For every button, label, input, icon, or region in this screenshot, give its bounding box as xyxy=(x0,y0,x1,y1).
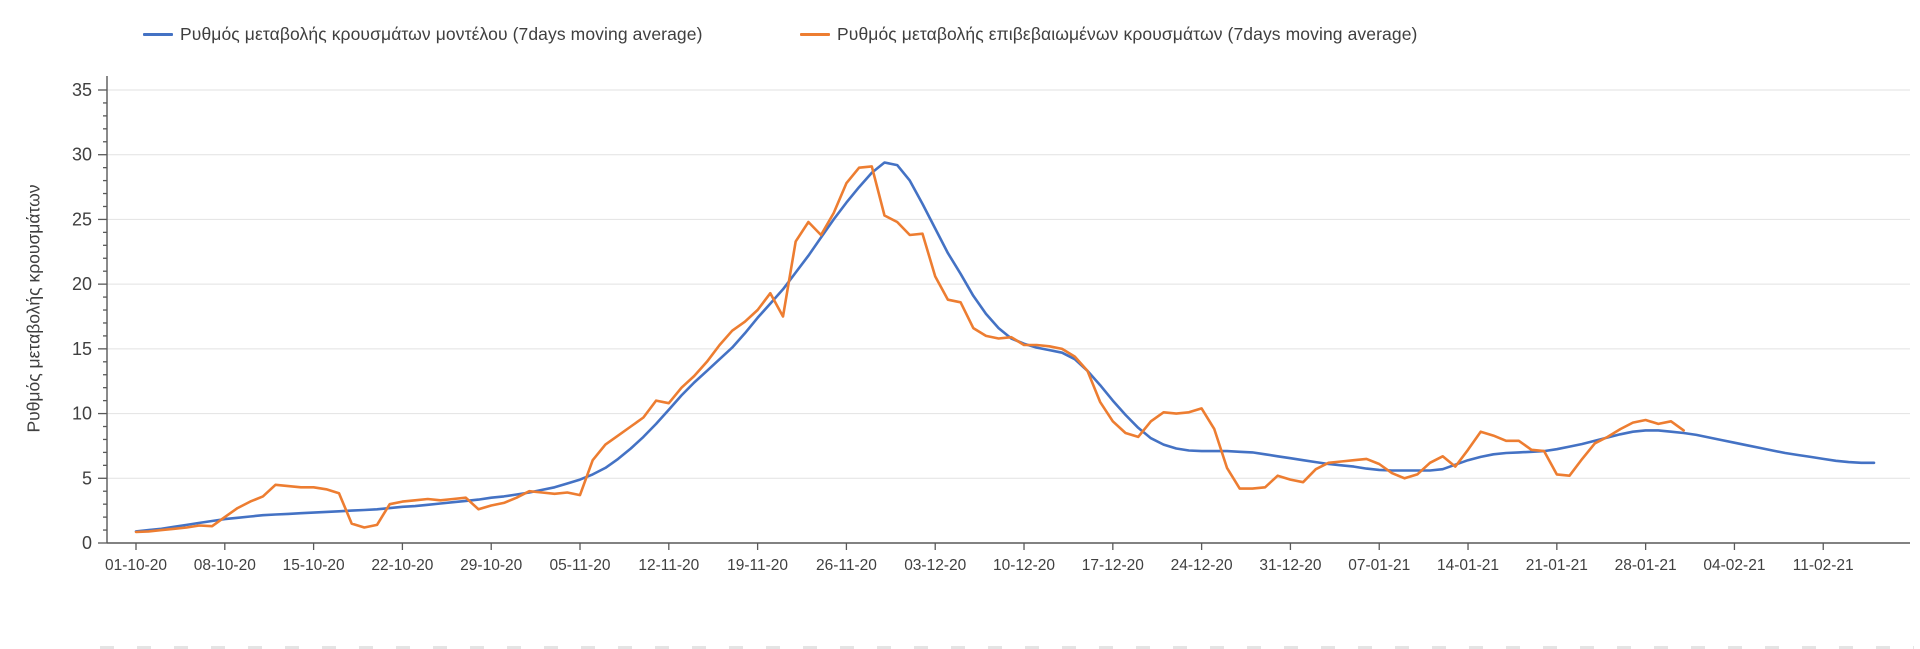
svg-text:20: 20 xyxy=(72,274,92,294)
chart-legend: Ρυθμός μεταβολής κρουσμάτων μοντέλου (7d… xyxy=(0,22,1920,46)
legend-line-marker-orange xyxy=(800,32,830,36)
legend-label-model: Ρυθμός μεταβολής κρουσμάτων μοντέλου (7d… xyxy=(180,23,703,44)
svg-text:5: 5 xyxy=(82,468,92,488)
svg-text:07-01-21: 07-01-21 xyxy=(1348,557,1410,574)
svg-text:26-11-20: 26-11-20 xyxy=(816,557,877,574)
svg-text:22-10-20: 22-10-20 xyxy=(371,557,433,574)
svg-text:15-10-20: 15-10-20 xyxy=(283,557,345,574)
svg-text:29-10-20: 29-10-20 xyxy=(460,557,522,574)
svg-text:35: 35 xyxy=(72,80,92,100)
svg-text:0: 0 xyxy=(82,533,92,553)
legend-item-confirmed: Ρυθμός μεταβολής επιβεβαιωμένων κρουσμάτ… xyxy=(800,22,1417,46)
svg-text:03-12-20: 03-12-20 xyxy=(904,557,966,574)
svg-text:19-11-20: 19-11-20 xyxy=(727,557,788,574)
svg-text:10-12-20: 10-12-20 xyxy=(993,557,1055,574)
svg-text:05-11-20: 05-11-20 xyxy=(550,557,611,574)
svg-text:30: 30 xyxy=(72,145,92,165)
svg-text:21-01-21: 21-01-21 xyxy=(1526,557,1588,574)
legend-line-marker-blue xyxy=(143,32,173,36)
svg-text:01-10-20: 01-10-20 xyxy=(105,557,167,574)
svg-text:17-12-20: 17-12-20 xyxy=(1082,557,1144,574)
svg-text:28-01-21: 28-01-21 xyxy=(1615,557,1677,574)
svg-text:14-01-21: 14-01-21 xyxy=(1437,557,1499,574)
svg-text:08-10-20: 08-10-20 xyxy=(194,557,256,574)
svg-text:24-12-20: 24-12-20 xyxy=(1171,557,1233,574)
svg-text:12-11-20: 12-11-20 xyxy=(638,557,699,574)
svg-text:04-02-21: 04-02-21 xyxy=(1703,557,1765,574)
cropped-bottom-row xyxy=(100,646,1914,649)
legend-item-model: Ρυθμός μεταβολής κρουσμάτων μοντέλου (7d… xyxy=(143,22,703,46)
svg-text:31-12-20: 31-12-20 xyxy=(1259,557,1321,574)
svg-text:15: 15 xyxy=(72,339,92,359)
legend-label-confirmed: Ρυθμός μεταβολής επιβεβαιωμένων κρουσμάτ… xyxy=(837,23,1418,44)
svg-text:25: 25 xyxy=(72,209,92,229)
svg-text:10: 10 xyxy=(72,404,92,424)
svg-text:11-02-21: 11-02-21 xyxy=(1793,557,1854,574)
